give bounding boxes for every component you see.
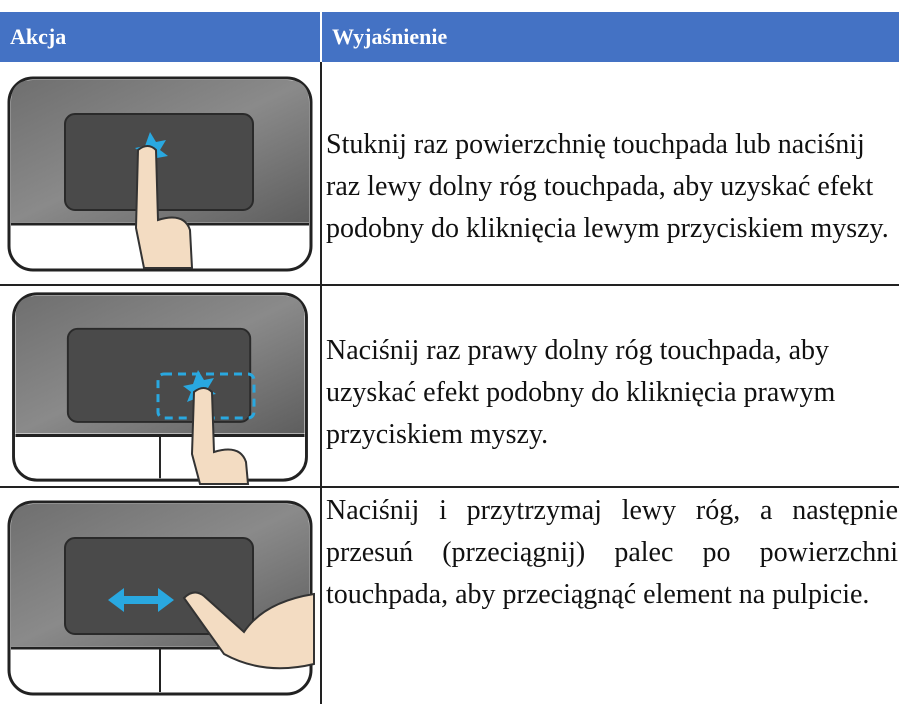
touchpad-illustration <box>7 76 313 272</box>
explanation-text: Naciśnij i przytrzymaj lewy róg, a nastę… <box>326 495 898 610</box>
touchpad-illustration <box>12 292 308 485</box>
explanation-text: Naciśnij raz prawy dolny róg touchpada, … <box>326 335 836 450</box>
header-cell: Wyjaśnienie <box>322 12 899 62</box>
row-divider <box>0 486 899 488</box>
touchpad-illustration <box>7 500 315 696</box>
column-divider <box>320 62 322 704</box>
row-divider <box>0 284 899 286</box>
explanation-text: Stuknij raz powierzchnię touchpada lub n… <box>326 129 889 244</box>
header-cell: Akcja <box>0 12 320 62</box>
